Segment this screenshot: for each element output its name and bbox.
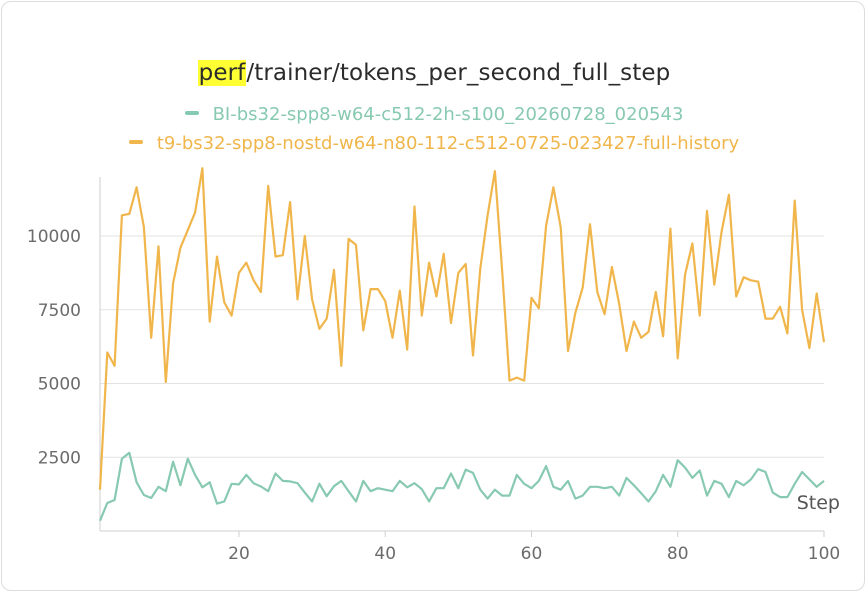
chart-title: perf/trainer/tokens_per_second_full_step	[0, 60, 868, 86]
title-rest: /trainer/tokens_per_second_full_step	[246, 60, 671, 86]
series-line-2[interactable]	[98, 167, 826, 490]
legend-entry-2[interactable]: t9-bs32-spp8-nostd-w64-n80-112-c512-0725…	[0, 133, 868, 154]
legend-swatch-1	[184, 111, 199, 115]
series-lines	[98, 167, 826, 522]
series-line-1[interactable]	[98, 451, 825, 522]
x-tick-label: 100	[808, 544, 840, 564]
y-tick-labels: 2500 5000 7500 10000	[27, 227, 81, 468]
grid-lines	[100, 235, 824, 458]
x-tick-labels: 20 40 60 80 100	[228, 531, 840, 564]
legend-label-2: t9-bs32-spp8-nostd-w64-n80-112-c512-0725…	[156, 133, 740, 154]
y-tick-label: 10000	[27, 227, 81, 247]
x-tick-label: 40	[374, 544, 396, 564]
legend-entry-1[interactable]: BI-bs32-spp8-w64-c512-2h-s100_20260728_0…	[0, 104, 868, 125]
y-tick-label: 5000	[38, 375, 81, 395]
x-axis-label: Step	[797, 492, 840, 514]
x-tick-label: 20	[228, 544, 250, 564]
y-tick-label: 7500	[38, 301, 81, 321]
legend-swatch-2	[128, 140, 143, 144]
y-tick-label: 2500	[38, 448, 81, 468]
x-tick-label: 80	[667, 544, 689, 564]
legend-label-1: BI-bs32-spp8-w64-c512-2h-s100_20260728_0…	[212, 104, 684, 125]
title-highlight: perf	[197, 60, 247, 86]
x-tick-label: 60	[521, 544, 543, 564]
